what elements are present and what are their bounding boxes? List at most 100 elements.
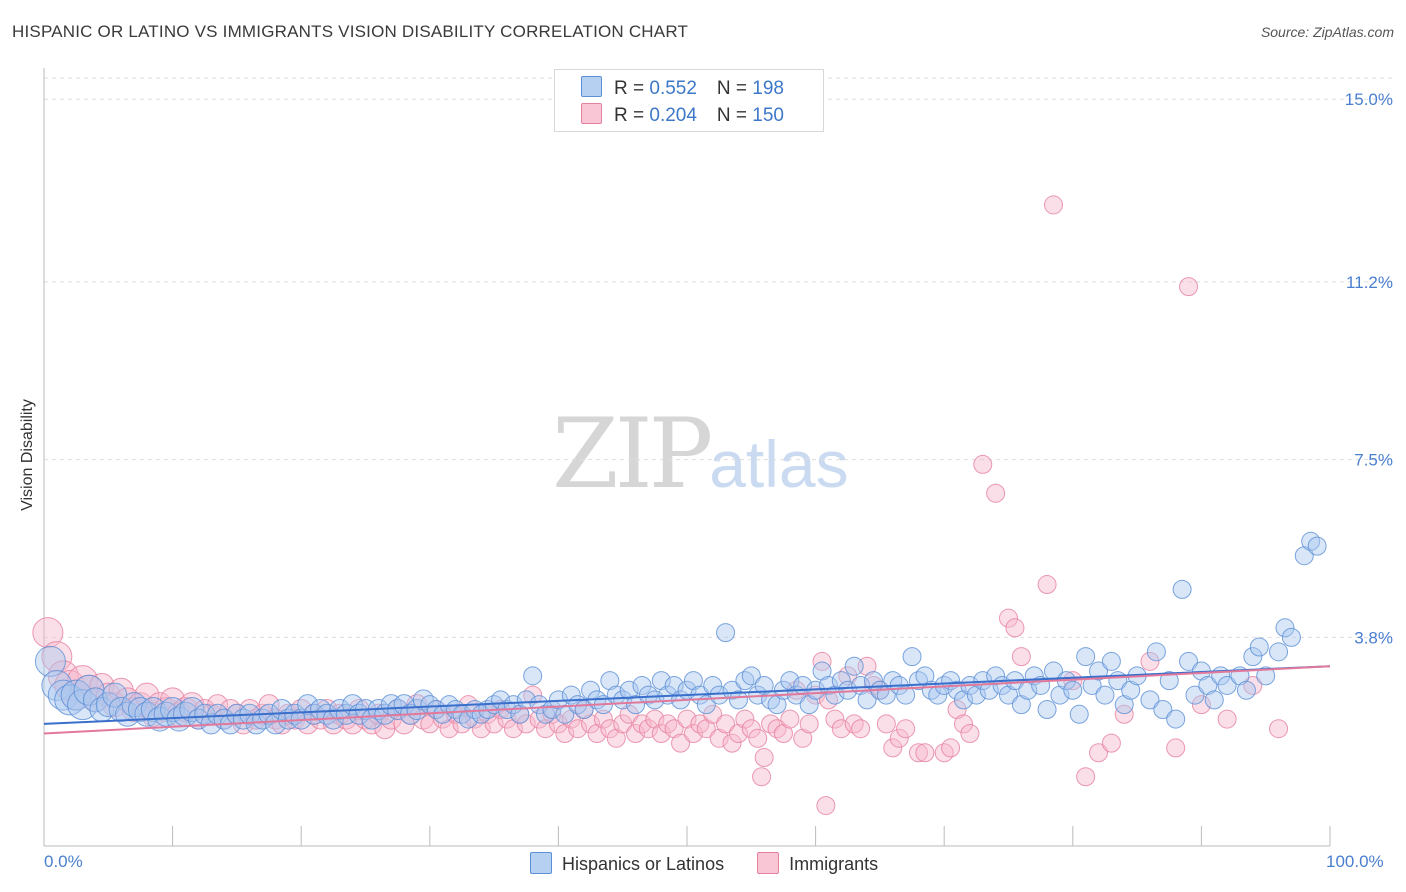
hispanics-point (728, 690, 748, 710)
hispanics-point (1114, 695, 1134, 715)
x-tick-label-max: 100.0% (1326, 852, 1384, 871)
immigrants-point (767, 719, 787, 739)
immigrants-point (632, 714, 652, 734)
immigrants-point (536, 719, 556, 739)
immigrants-point (619, 704, 639, 724)
n-label: N = (716, 78, 753, 99)
immigrants-point (748, 728, 768, 748)
immigrants-point (761, 714, 781, 734)
immigrants-point (722, 733, 742, 753)
immigrants-point (1191, 695, 1211, 715)
blue-swatch (530, 852, 552, 874)
immigrants-point (664, 719, 684, 739)
y-tick-label: 11.2% (1346, 273, 1393, 292)
immigrants-point (953, 714, 973, 734)
immigrants-point (452, 714, 472, 734)
hispanics-point (1050, 685, 1070, 705)
immigrants-point (587, 724, 607, 744)
immigrants-point (1166, 738, 1186, 758)
blue-swatch (581, 76, 602, 97)
immigrants-point (645, 709, 665, 729)
legend-row-hispanics: R = 0.552 N = 198 (581, 76, 784, 100)
immigrants-point (986, 483, 1006, 503)
hispanics-point (1217, 675, 1237, 695)
hispanics-point (1095, 685, 1115, 705)
immigrants-point (806, 685, 826, 705)
hispanics-point (1294, 546, 1314, 566)
hispanics-point (600, 671, 620, 691)
r-value: 0.204 (649, 105, 697, 126)
immigrants-point (439, 719, 459, 739)
hispanics-point (966, 685, 986, 705)
pink-swatch (581, 103, 602, 124)
immigrants-point (703, 704, 723, 724)
immigrants-point (754, 748, 774, 768)
hispanics-point (1204, 690, 1224, 710)
immigrants-point (683, 724, 703, 744)
immigrants-point (561, 709, 581, 729)
immigrants-point (606, 728, 626, 748)
hispanics-point (632, 675, 652, 695)
hispanics-point (1249, 637, 1269, 657)
immigrants-point (54, 669, 86, 701)
hispanics-point (1153, 699, 1173, 719)
immigrants-point (1243, 675, 1263, 695)
hispanics-point (179, 696, 205, 722)
immigrants-point (503, 719, 523, 739)
r-label: R = (614, 105, 650, 126)
hispanics-point (529, 695, 549, 715)
immigrants-point (973, 454, 993, 474)
hispanics-point (1166, 709, 1186, 729)
hispanics-point (799, 695, 819, 715)
hispanics-point (844, 656, 864, 676)
hispanics-point (1307, 536, 1327, 556)
hispanics-trend-line (43, 665, 1331, 725)
hispanics-point (1076, 647, 1096, 667)
pink-swatch (757, 852, 780, 874)
immigrants-point (696, 719, 716, 739)
hispanics-point (458, 709, 478, 729)
hispanics-point (34, 645, 66, 677)
hispanics-point (999, 685, 1018, 705)
immigrants-point (735, 709, 755, 729)
hispanics-point (1269, 642, 1289, 662)
immigrants-point (32, 617, 64, 649)
watermark-zip: ZIP (552, 398, 713, 510)
hispanics-point (47, 679, 79, 711)
hispanics-point (1236, 680, 1256, 700)
immigrants-point (889, 728, 909, 748)
immigrants-point (752, 767, 772, 787)
immigrants-point (818, 690, 838, 710)
immigrants-point (471, 719, 491, 739)
immigrants-point (651, 724, 671, 744)
immigrants-point (883, 738, 903, 758)
immigrants-point (1217, 709, 1237, 729)
immigrants-point (626, 724, 646, 744)
immigrants-point (1011, 647, 1031, 667)
immigrants-point (1101, 733, 1121, 753)
r-value: 0.552 (649, 78, 697, 99)
hispanics-point (651, 671, 671, 691)
immigrants-point (671, 733, 691, 753)
immigrants-point (1044, 195, 1064, 215)
immigrants-point (658, 714, 678, 734)
immigrants-trend-line (43, 665, 1331, 735)
immigrants-point (825, 709, 845, 729)
immigrants-point (851, 719, 871, 739)
immigrants-point (600, 719, 620, 739)
hispanics-point (1069, 704, 1089, 724)
hispanics-point (54, 684, 86, 716)
hispanics-point (953, 690, 973, 710)
immigrants-point (1005, 618, 1025, 638)
hispanics-point (619, 680, 639, 700)
immigrants-point (690, 714, 710, 734)
immigrants-point (433, 709, 453, 729)
hispanics-point (831, 671, 851, 691)
immigrants-point (709, 728, 729, 748)
hispanics-point (1172, 579, 1192, 599)
immigrants-point (1114, 704, 1134, 724)
immigrants-point (844, 714, 864, 734)
hispanics-point (1101, 651, 1121, 671)
legend-label-hispanics: Hispanics or Latinos (562, 854, 725, 874)
immigrants-point (941, 738, 961, 758)
